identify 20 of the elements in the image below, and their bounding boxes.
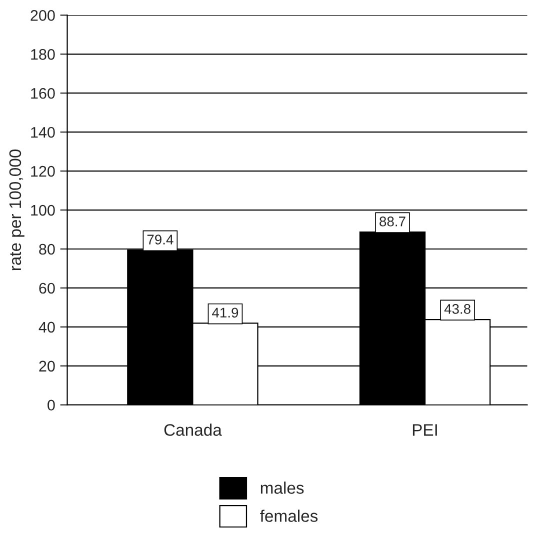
y-tick-label: 0 bbox=[48, 400, 55, 411]
y-tick-label: 140 bbox=[31, 126, 55, 138]
x-tick-label: Canada bbox=[164, 424, 222, 436]
data-label: 41.9 bbox=[212, 308, 238, 318]
y-tick-label: 100 bbox=[31, 204, 55, 216]
y-tick-label: 200 bbox=[30, 10, 55, 21]
y-axis-title: rate per 100,000 bbox=[9, 150, 24, 270]
y-tick-label: 20 bbox=[39, 360, 55, 372]
data-label: 43.8 bbox=[444, 304, 470, 314]
data-label: 88.7 bbox=[380, 216, 406, 226]
y-tick-label: 60 bbox=[39, 282, 55, 294]
y-tick-label: 120 bbox=[31, 166, 55, 177]
legend-label: females bbox=[260, 510, 318, 522]
data-label: 79.4 bbox=[147, 234, 174, 244]
legend-label: males bbox=[260, 482, 304, 494]
x-tick-label: PEI bbox=[412, 424, 437, 436]
y-tick-label: 180 bbox=[31, 49, 55, 60]
y-tick-label: 160 bbox=[31, 88, 55, 99]
y-tick-label: 40 bbox=[38, 322, 55, 333]
y-tick-label: 80 bbox=[39, 244, 55, 255]
